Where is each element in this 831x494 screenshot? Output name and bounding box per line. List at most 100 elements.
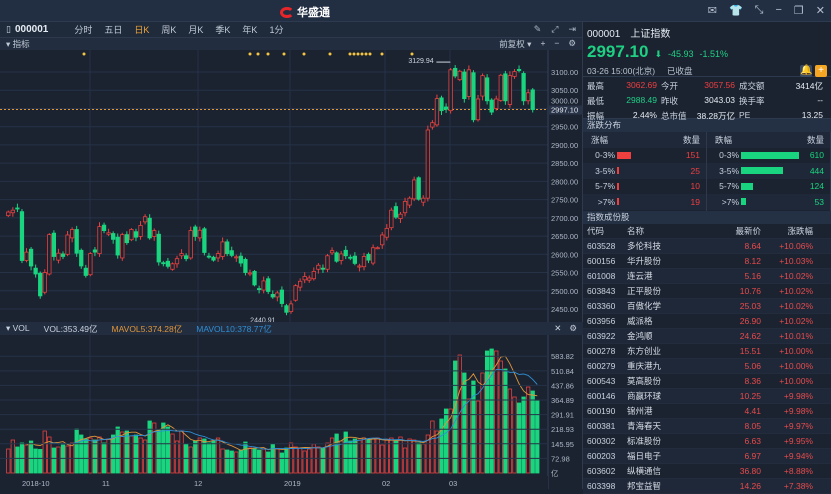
mail-icon[interactable]: ✉: [707, 5, 717, 17]
adjust-label: 前复权: [499, 39, 525, 49]
indicator-label[interactable]: 指标: [12, 39, 30, 49]
candle-down: [530, 89, 535, 110]
close-volume-icon[interactable]: ✕: [554, 323, 562, 333]
table-row[interactable]: 600543 莫高股份 8.36 +10.00%: [583, 374, 831, 389]
range-label: 5-7%: [719, 181, 739, 192]
rise-header-row: 涨幅 数量: [583, 132, 706, 148]
price-tick: 2450.00: [551, 305, 578, 314]
candle-up: [316, 264, 321, 270]
period-tab[interactable]: 分时: [74, 25, 93, 35]
stock-name: 多伦科技: [627, 241, 662, 251]
price-tick: 2750.00: [551, 196, 578, 205]
table-row[interactable]: 600203 福日电子 6.97 +9.94%: [583, 449, 831, 464]
candle-up: [47, 234, 52, 275]
period-tab[interactable]: 月K: [188, 25, 204, 35]
table-row[interactable]: 600146 商赢环球 10.25 +9.98%: [583, 389, 831, 404]
price-tick: 3100.00: [551, 68, 578, 77]
table-row[interactable]: 600279 重庆港九 5.06 +10.00%: [583, 359, 831, 374]
date-tick: 03: [449, 479, 457, 488]
range-label: >7%: [597, 196, 615, 207]
table-row[interactable]: 601008 连云港 5.16 +10.02%: [583, 269, 831, 284]
volume-bar-down: [453, 360, 458, 474]
table-row[interactable]: 603398 邦宝益智 14.26 +7.38%: [583, 479, 831, 494]
sidebar-toggle-icon[interactable]: ▯: [6, 24, 11, 34]
period-tab[interactable]: 周K: [161, 25, 177, 35]
quote-panel: 000001 上证指数 2997.10 ⬇ -45.93 -1.51% 03-26 15…: [583, 22, 831, 494]
candle-down: [133, 231, 139, 238]
table-row[interactable]: 603843 正平股份 10.76 +10.02%: [583, 284, 831, 299]
remove-icon[interactable]: −: [554, 38, 560, 48]
volume-chart[interactable]: 583.82 510.84 437.86 364.89 291.91 218.93 145.…: [0, 335, 583, 489]
candle-up: [120, 234, 125, 259]
volume-bar-down: [266, 451, 271, 474]
candle-down: [503, 73, 508, 102]
period-tab[interactable]: 五日: [104, 25, 123, 35]
add-icon[interactable]: +: [540, 38, 546, 48]
period-tab[interactable]: 1分: [269, 25, 284, 35]
table-row[interactable]: 603602 纵横通信 36.80 +8.88%: [583, 464, 831, 479]
volume-bar-up: [494, 350, 499, 474]
candlestick-chart[interactable]: 3100.00 3050.00 3000.00 2950.00 2900.00 2850.…: [0, 50, 583, 322]
volume-bar-up: [97, 436, 102, 474]
shrink-icon[interactable]: ⤡: [754, 4, 764, 16]
close-icon[interactable]: ✕: [815, 5, 825, 17]
panel-icon[interactable]: ⇥: [568, 24, 576, 34]
settings-icon[interactable]: ⚙: [568, 38, 576, 48]
event-dot: [356, 52, 360, 56]
minimize-icon[interactable]: −: [775, 4, 782, 16]
volume-bar-up: [425, 434, 430, 474]
column-header[interactable]: 最新价: [735, 226, 761, 236]
mavol10-value: MAVOL10:378.77亿: [196, 323, 272, 334]
restore-icon[interactable]: ❐: [793, 5, 804, 17]
skin-icon[interactable]: 👕: [728, 5, 743, 17]
fullscreen-icon[interactable]: ⤢: [551, 24, 559, 34]
candle-up: [261, 280, 266, 291]
volume-bar-down: [343, 431, 348, 474]
volume-bar-up: [10, 439, 15, 474]
stock-name: 百傲化学: [627, 301, 662, 311]
volume-tick: 291.91: [551, 411, 574, 420]
volume-bar-up: [329, 437, 335, 474]
volume-bar-down: [443, 408, 449, 474]
candle-up: [398, 213, 403, 219]
table-row[interactable]: 600278 东方创业 15.51 +10.00%: [583, 344, 831, 359]
last-price: 8.64: [744, 241, 761, 251]
candle-up: [179, 253, 184, 257]
column-header[interactable]: 涨跌幅: [787, 226, 813, 236]
column-header[interactable]: 名称: [627, 226, 645, 236]
volume-bar-up: [179, 430, 184, 474]
stock-code: 603956: [587, 316, 616, 326]
candle-up: [288, 303, 294, 312]
candle-down: [51, 232, 57, 257]
volume-settings-icon[interactable]: ⚙: [569, 323, 577, 333]
table-row[interactable]: 603528 多伦科技 8.64 +10.06%: [583, 239, 831, 254]
volume-bar-down: [202, 438, 207, 474]
range-label: >7%: [721, 196, 739, 207]
volume-bar-up: [298, 447, 303, 474]
collapse-icon[interactable]: ▾: [6, 38, 13, 49]
title-bar: 华盛通 ✉ 👕 ⤡ − ❐ ✕: [0, 0, 831, 22]
period-tab[interactable]: 年K: [242, 25, 258, 35]
candle-up: [421, 197, 426, 203]
adjust-select[interactable]: 前复权 ▾: [499, 39, 532, 49]
stock-code: 603398: [587, 481, 616, 491]
alert-bell-icon[interactable]: 🔔: [800, 65, 813, 77]
fall-row: 3-5% 444: [707, 163, 830, 179]
table-row[interactable]: 600190 锦州港 4.41 +9.98%: [583, 404, 831, 419]
last-price: 4.41: [744, 406, 761, 416]
table-row[interactable]: 603956 威派格 26.90 +10.02%: [583, 314, 831, 329]
range-label: 3-5%: [719, 165, 739, 176]
period-tab[interactable]: 季K: [215, 25, 231, 35]
table-row[interactable]: 600156 华升股份 8.12 +10.03%: [583, 254, 831, 269]
column-header[interactable]: 代码: [587, 226, 605, 236]
stock-name: 青海春天: [627, 421, 662, 431]
table-row[interactable]: 600381 青海春天 8.05 +9.97%: [583, 419, 831, 434]
draw-icon[interactable]: ✎: [533, 24, 542, 34]
table-row[interactable]: 603360 百傲化学 25.03 +10.02%: [583, 299, 831, 314]
table-row[interactable]: 603922 金鸿顺 24.62 +10.01%: [583, 329, 831, 344]
period-tab[interactable]: 日K: [134, 25, 150, 35]
stock-name: 华升股份: [627, 256, 662, 266]
table-row[interactable]: 600302 标准股份 6.63 +9.95%: [583, 434, 831, 449]
quote-name: 上证指数: [630, 29, 671, 40]
add-watchlist-icon[interactable]: +: [815, 65, 827, 77]
